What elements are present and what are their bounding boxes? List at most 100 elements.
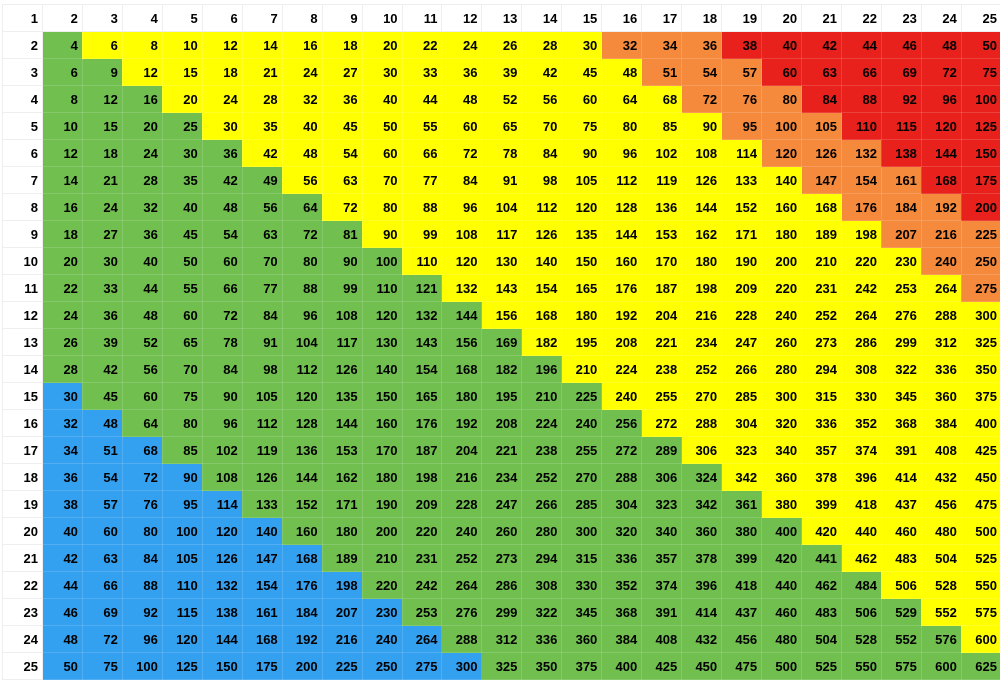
data-cell: 216 (442, 464, 482, 491)
data-cell: 84 (522, 140, 562, 167)
data-cell: 238 (642, 356, 682, 383)
data-cell: 156 (482, 302, 522, 329)
data-cell: 105 (802, 113, 842, 140)
data-cell: 170 (362, 437, 402, 464)
data-cell: 60 (82, 518, 122, 545)
data-cell: 192 (602, 302, 642, 329)
data-cell: 117 (482, 221, 522, 248)
data-cell: 550 (961, 572, 1000, 599)
data-cell: 396 (842, 464, 882, 491)
data-cell: 32 (42, 410, 82, 437)
data-cell: 380 (762, 491, 802, 518)
data-cell: 253 (402, 599, 442, 626)
data-cell: 140 (762, 167, 802, 194)
data-cell: 225 (322, 653, 362, 680)
data-cell: 130 (482, 248, 522, 275)
data-cell: 224 (522, 410, 562, 437)
data-cell: 171 (322, 491, 362, 518)
data-cell: 200 (282, 653, 322, 680)
data-cell: 450 (961, 464, 1000, 491)
data-cell: 90 (322, 248, 362, 275)
data-cell: 135 (562, 221, 602, 248)
col-header-cell: 19 (722, 5, 762, 32)
data-cell: 56 (122, 356, 162, 383)
data-cell: 374 (642, 572, 682, 599)
data-cell: 90 (162, 464, 202, 491)
data-cell: 375 (961, 383, 1000, 410)
data-cell: 414 (881, 464, 921, 491)
data-cell: 150 (362, 383, 402, 410)
data-cell: 36 (122, 221, 162, 248)
row-header-cell: 7 (3, 167, 43, 194)
data-cell: 170 (642, 248, 682, 275)
data-cell: 91 (242, 329, 282, 356)
data-cell: 196 (522, 356, 562, 383)
col-header-cell: 18 (682, 5, 722, 32)
data-cell: 33 (402, 59, 442, 86)
data-cell: 18 (42, 221, 82, 248)
data-cell: 252 (802, 302, 842, 329)
data-cell: 38 (722, 32, 762, 59)
data-cell: 48 (202, 194, 242, 221)
data-cell: 64 (602, 86, 642, 113)
data-cell: 132 (442, 275, 482, 302)
data-cell: 192 (282, 626, 322, 653)
data-cell: 391 (642, 599, 682, 626)
data-cell: 22 (42, 275, 82, 302)
data-cell: 340 (762, 437, 802, 464)
data-cell: 36 (442, 59, 482, 86)
data-cell: 72 (202, 302, 242, 329)
data-cell: 247 (482, 491, 522, 518)
data-cell: 168 (522, 302, 562, 329)
data-cell: 78 (202, 329, 242, 356)
data-cell: 75 (961, 59, 1000, 86)
data-cell: 50 (162, 248, 202, 275)
data-cell: 6 (82, 32, 122, 59)
data-cell: 60 (762, 59, 802, 86)
data-cell: 84 (442, 167, 482, 194)
data-cell: 40 (362, 86, 402, 113)
data-cell: 238 (522, 437, 562, 464)
data-cell: 456 (921, 491, 961, 518)
data-cell: 345 (881, 383, 921, 410)
data-cell: 60 (562, 86, 602, 113)
data-cell: 312 (482, 626, 522, 653)
data-cell: 125 (961, 113, 1000, 140)
row-header-cell: 11 (3, 275, 43, 302)
data-cell: 153 (642, 221, 682, 248)
data-cell: 336 (602, 545, 642, 572)
data-cell: 91 (482, 167, 522, 194)
data-cell: 24 (442, 32, 482, 59)
data-cell: 198 (842, 221, 882, 248)
data-cell: 187 (642, 275, 682, 302)
data-cell: 119 (642, 167, 682, 194)
data-cell: 100 (122, 653, 162, 680)
data-cell: 96 (442, 194, 482, 221)
data-cell: 198 (322, 572, 362, 599)
data-cell: 99 (402, 221, 442, 248)
col-header-cell: 23 (881, 5, 921, 32)
data-cell: 234 (682, 329, 722, 356)
data-cell: 168 (282, 545, 322, 572)
data-cell: 552 (881, 626, 921, 653)
row-header-cell: 23 (3, 599, 43, 626)
data-cell: 120 (921, 113, 961, 140)
data-cell: 345 (562, 599, 602, 626)
data-cell: 6 (42, 59, 82, 86)
data-cell: 220 (842, 248, 882, 275)
row-header-cell: 5 (3, 113, 43, 140)
data-cell: 225 (961, 221, 1000, 248)
data-cell: 12 (42, 140, 82, 167)
data-cell: 88 (282, 275, 322, 302)
data-cell: 273 (482, 545, 522, 572)
data-cell: 400 (961, 410, 1000, 437)
data-cell: 161 (242, 599, 282, 626)
data-cell: 126 (242, 464, 282, 491)
data-cell: 12 (82, 86, 122, 113)
data-cell: 8 (122, 32, 162, 59)
row-header-cell: 9 (3, 221, 43, 248)
data-cell: 22 (402, 32, 442, 59)
data-cell: 63 (82, 545, 122, 572)
data-cell: 550 (842, 653, 882, 680)
data-cell: 30 (362, 59, 402, 86)
